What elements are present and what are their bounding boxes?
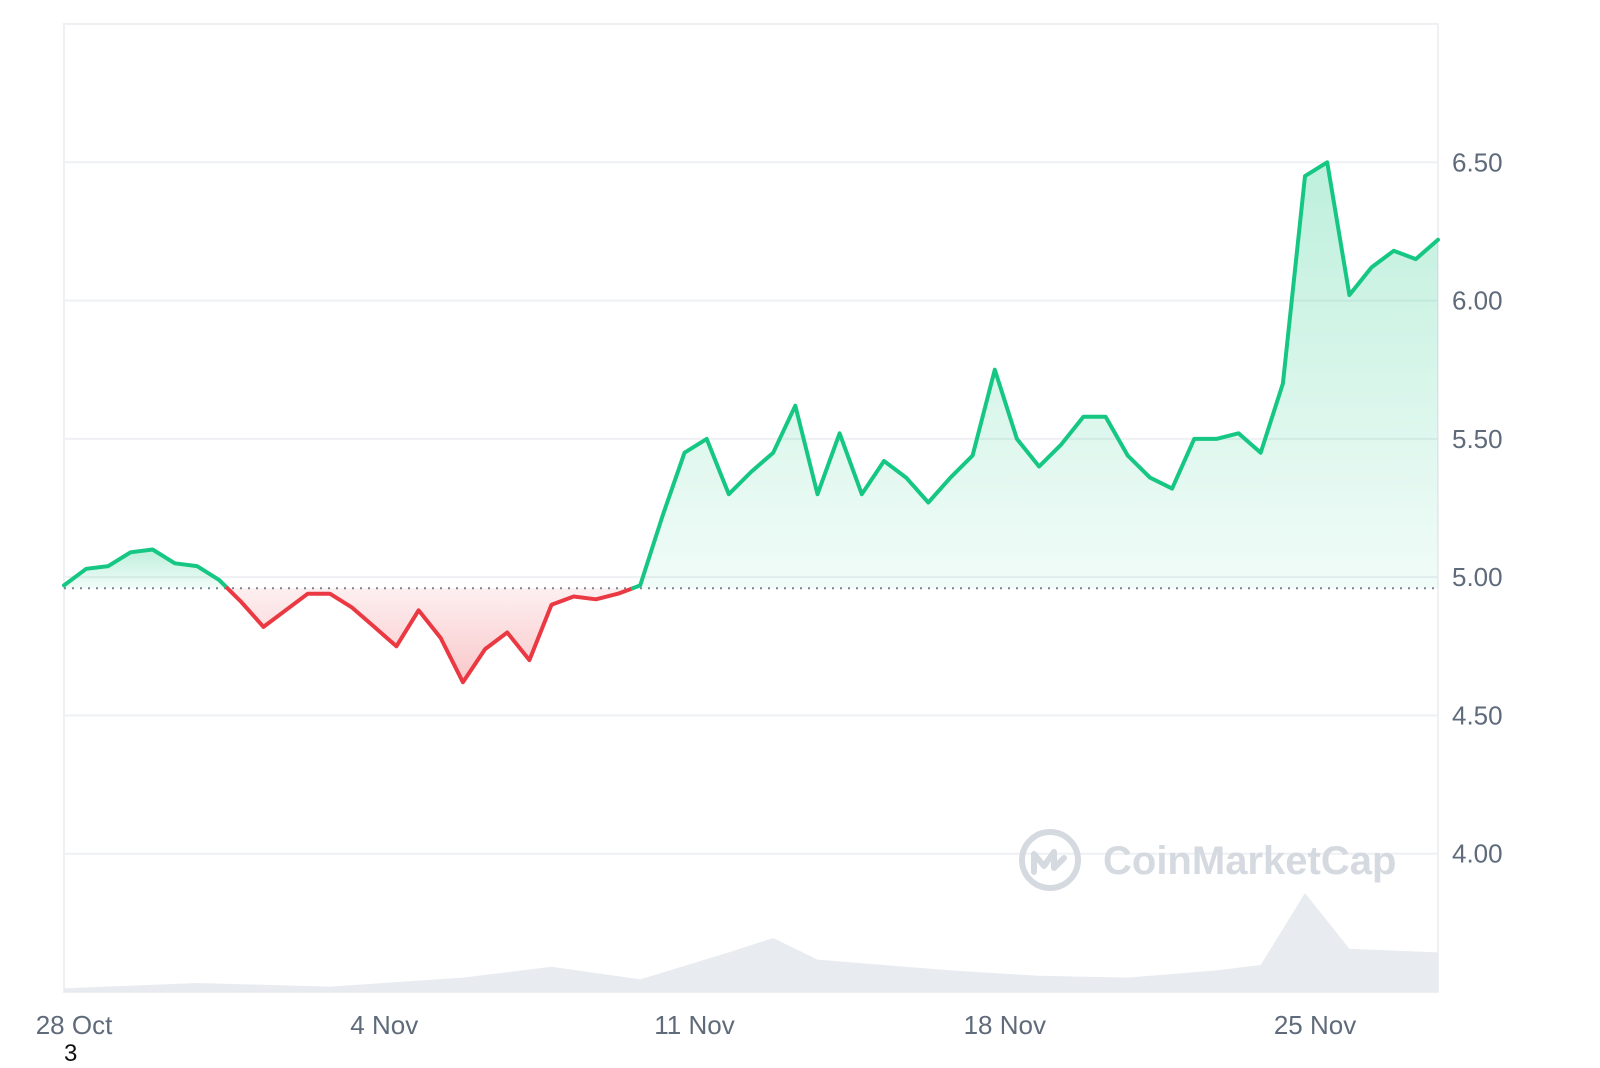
y-axis-labels: 4.00 4.50 5.00 5.50 6.00 6.50 xyxy=(1452,147,1503,868)
x-tick-label: 28 Oct xyxy=(36,1010,113,1040)
y-tick-label: 6.00 xyxy=(1452,286,1503,316)
price-line-up xyxy=(630,160,1440,591)
watermark: CoinMarketCap xyxy=(1019,829,1396,891)
up-area xyxy=(632,162,1438,589)
watermark-brand: CoinMarketCap xyxy=(1103,839,1396,883)
x-axis-labels: 28 Oct 4 Nov 11 Nov 18 Nov 25 Nov xyxy=(36,1010,1357,1040)
footnote: 3 xyxy=(64,1040,78,1067)
x-tick-label: 25 Nov xyxy=(1274,1010,1356,1040)
up-area xyxy=(64,549,228,589)
y-tick-label: 4.50 xyxy=(1452,700,1503,730)
x-tick-label: 18 Nov xyxy=(964,1010,1046,1040)
price-lines xyxy=(62,160,1440,685)
coinmarketcap-logo-icon xyxy=(1019,829,1081,891)
price-fills xyxy=(64,162,1438,683)
y-tick-label: 5.50 xyxy=(1452,424,1503,454)
price-line-down xyxy=(225,586,635,685)
volume-area-path xyxy=(64,893,1438,992)
y-tick-label: 4.00 xyxy=(1452,839,1503,869)
x-tick-label: 11 Nov xyxy=(654,1010,734,1040)
price-line-up xyxy=(62,547,230,591)
x-tick-label: 4 Nov xyxy=(350,1010,418,1040)
y-tick-label: 6.50 xyxy=(1452,147,1503,177)
y-tick-label: 5.00 xyxy=(1452,562,1503,592)
down-area xyxy=(227,588,633,683)
volume-area xyxy=(64,893,1438,992)
